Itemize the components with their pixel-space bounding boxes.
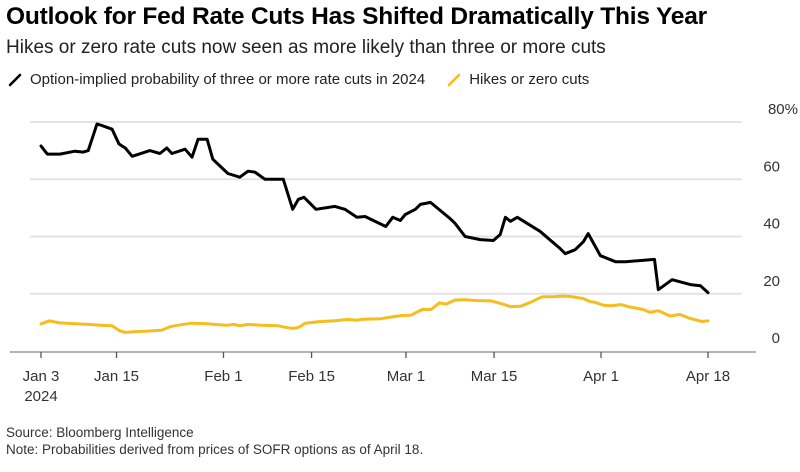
x-axis: Jan 3 2024 Jan 15 Feb 1 Feb 15 Mar 1 Mar 15 Apr…	[10, 351, 756, 405]
legend: Option-implied probability of three or m…	[8, 71, 611, 88]
y-tick-label: 20	[763, 273, 780, 290]
x-tick-label: Apr 1	[583, 368, 619, 385]
y-tick-label: 40	[763, 216, 780, 233]
methodology-note: Note: Probabilities derived from prices …	[6, 442, 424, 457]
legend-item-hikes-or-zero-cuts: Hikes or zero cuts	[447, 71, 589, 88]
x-tick-sublabel: 2024	[24, 388, 57, 405]
legend-item-three-or-more-cuts: Option-implied probability of three or m…	[8, 71, 425, 88]
source-note: Source: Bloomberg Intelligence	[6, 425, 194, 440]
legend-label: Option-implied probability of three or m…	[30, 71, 426, 88]
chart-subtitle: Hikes or zero rate cuts now seen as more…	[6, 37, 606, 58]
chart-title: Outlook for Fed Rate Cuts Has Shifted Dr…	[6, 3, 707, 30]
y-tick-label: 60	[763, 158, 780, 175]
series-line-three-or-more-cuts	[39, 122, 710, 295]
x-tick-label: Mar 1	[387, 368, 425, 385]
x-tick-label: Jan 3	[23, 368, 60, 385]
x-tick-label: Jan 15	[94, 368, 139, 385]
legend-label: Hikes or zero cuts	[469, 71, 590, 88]
x-tick-label: Mar 15	[471, 368, 518, 385]
y-tick-label: 0	[772, 330, 780, 347]
series-lines	[39, 122, 710, 334]
x-tick-label: Feb 15	[288, 368, 335, 385]
x-tick-label: Apr 18	[686, 368, 730, 385]
x-tick-label: Feb 1	[204, 368, 242, 385]
series-line-hikes-or-zero-cuts	[39, 294, 710, 334]
y-tick-label: 80%	[768, 101, 798, 118]
footer: Source: Bloomberg Intelligence Note: Pro…	[6, 424, 423, 458]
legend-swatch-yellow-line-icon	[447, 73, 461, 86]
legend-swatch-black-line-icon	[8, 73, 22, 86]
y-axis-tick-labels: 0 20 40 60 80%	[763, 101, 798, 347]
gridlines	[30, 121, 742, 295]
